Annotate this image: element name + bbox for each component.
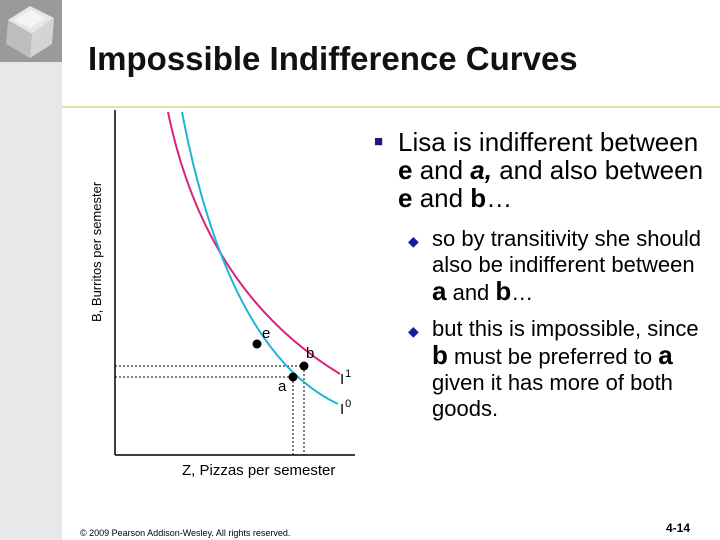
bullet-main-a1: a, bbox=[470, 155, 492, 185]
sub1-b: b bbox=[495, 276, 512, 306]
bullet-main-text-4: and bbox=[412, 183, 471, 213]
bullet-main-text-3: and also between bbox=[491, 155, 704, 185]
curve-i1-letter: I bbox=[340, 371, 344, 388]
left-sidebar-bar bbox=[0, 0, 62, 540]
sub1-text-3: … bbox=[511, 280, 534, 305]
curve-i1-superscript: 1 bbox=[345, 368, 351, 380]
sub2-text-2: must be preferred to bbox=[447, 344, 659, 369]
curve-i0-label: I0 bbox=[340, 398, 351, 418]
bullet-main-e1: e bbox=[398, 155, 413, 185]
y-axis-label: B, Burritos per semester bbox=[89, 181, 104, 322]
ice-cube-logo bbox=[0, 0, 62, 62]
curve-i0-letter: I bbox=[340, 401, 344, 418]
bullet-main: ■ Lisa is indifferent between e and a, a… bbox=[372, 128, 712, 212]
indifference-curve-i1 bbox=[167, 111, 341, 375]
bullet-main-text-2: and bbox=[412, 155, 471, 185]
sub2-b: b bbox=[432, 340, 448, 370]
point-e bbox=[252, 339, 262, 349]
sub-bullet-transitivity: ◆ so by transitivity she should also be … bbox=[372, 226, 712, 306]
sub1-a: a bbox=[432, 276, 447, 306]
sub2-text-3: given it has more of both goods. bbox=[432, 370, 673, 421]
sub1-text-1: so by transitivity she should also be in… bbox=[432, 226, 702, 277]
square-bullet-icon: ■ bbox=[374, 133, 384, 150]
curve-i1-label: I1 bbox=[340, 368, 351, 388]
slide-title: Impossible Indifference Curves bbox=[88, 40, 578, 77]
bullet-main-e2: e bbox=[398, 183, 413, 213]
copyright-notice: © 2009 Pearson Addison-Wesley. All right… bbox=[80, 528, 291, 538]
bullet-main-b1: b bbox=[470, 183, 487, 213]
point-b-label: b bbox=[306, 345, 314, 362]
diamond-bullet-icon: ◆ bbox=[408, 233, 419, 249]
bullet-list: ■ Lisa is indifferent between e and a, a… bbox=[372, 128, 712, 422]
sub2-text-1: but this is impossible, since bbox=[432, 316, 699, 341]
sub1-text-2: and bbox=[446, 280, 496, 305]
sub2-a: a bbox=[658, 340, 673, 370]
indifference-diagram: B, Burritos per semester Z, Pizzas per s… bbox=[89, 110, 355, 479]
curve-i0-superscript: 0 bbox=[345, 398, 351, 410]
point-e-label: e bbox=[262, 325, 270, 342]
x-axis-label: Z, Pizzas per semester bbox=[182, 462, 335, 479]
title-rule bbox=[62, 106, 720, 108]
point-a bbox=[288, 372, 298, 382]
bullet-main-text-5: … bbox=[486, 183, 513, 213]
sub-bullet-impossible: ◆ but this is impossible, since b must b… bbox=[372, 316, 712, 422]
point-b bbox=[299, 361, 309, 371]
bullet-main-text-1: Lisa is indifferent between bbox=[398, 127, 699, 157]
indifference-curve-i0 bbox=[181, 111, 339, 405]
point-a-label: a bbox=[278, 378, 287, 395]
page-number: 4-14 bbox=[666, 521, 691, 535]
diamond-bullet-icon: ◆ bbox=[408, 323, 419, 339]
